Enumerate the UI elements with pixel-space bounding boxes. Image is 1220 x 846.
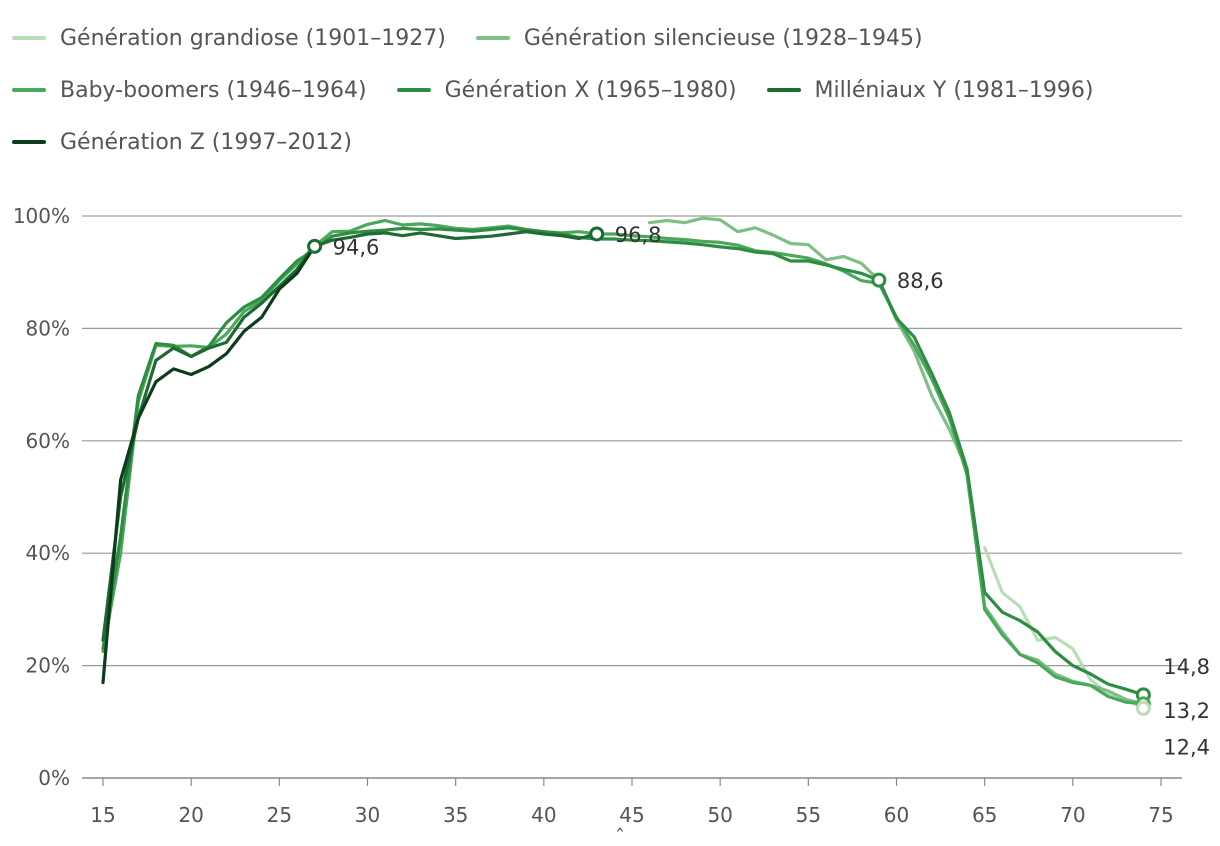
legend-item-baby-boomers: Baby-boomers (1946–1964) [12,78,367,103]
y-tick-label: 0% [38,766,70,790]
legend-label: Génération Z (1997–2012) [60,129,352,155]
legend-item-generation-silencieuse: Génération silencieuse (1928–1945) [475,25,923,51]
legend-swatch [12,140,46,144]
data-label: 94,6 [333,235,380,259]
data-point-marker [307,238,323,254]
data-label: 12,4 [1163,735,1210,759]
data-point-marker [589,226,605,242]
data-label: 88,6 [897,269,944,293]
legend-swatch [766,88,801,92]
legend-swatch [12,36,46,40]
legend-label: Génération X (1965–1980) [444,77,737,103]
y-tick-label: 40% [26,541,70,565]
chart-legend: Génération grandiose (1901–1927) Générat… [12,12,1212,168]
x-tick-label: 55 [796,803,821,827]
series-line-4 [101,230,599,642]
y-tick-label: 100% [13,204,70,228]
legend-swatch [12,88,46,92]
y-tick-label: 20% [26,654,70,678]
legend-item-generation-grandiose: Génération grandiose (1901–1927) [12,26,446,51]
data-point-marker [871,272,887,288]
x-tick-label: 15 [90,803,115,827]
series-line-2 [101,218,1145,706]
legend-row-1: Génération grandiose (1901–1927) Générat… [12,12,1212,64]
legend-label: Milléniaux Y (1981–1996) [814,77,1094,103]
legend-label: Baby-boomers (1946–1964) [60,77,367,103]
x-tick-label: 60 [884,803,909,827]
series-line-5 [101,244,317,685]
x-tick-label: 25 [267,803,292,827]
data-label: 13,2 [1163,699,1210,723]
legend-item-milleniaux-y: Milléniaux Y (1981–1996) [766,77,1094,103]
x-tick-label: 40 [531,803,556,827]
legend-item-generation-x: Génération X (1965–1980) [396,77,737,103]
legend-swatch [396,88,431,92]
legend-swatch [475,36,510,40]
data-label: 14,8 [1163,655,1210,679]
series-line-3 [101,226,1145,697]
axis-caret-mark: ˆ [615,825,625,846]
data-point-marker [1135,700,1151,716]
x-tick-label: 50 [707,803,732,827]
series-line-0 [983,546,1145,710]
legend-item-generation-z: Génération Z (1997–2012) [12,130,352,155]
x-tick-label: 20 [178,803,203,827]
legend-label: Génération silencieuse (1928–1945) [523,25,923,51]
x-tick-label: 30 [355,803,380,827]
legend-label: Génération grandiose (1901–1927) [60,25,446,51]
legend-row-3: Génération Z (1997–2012) [12,116,1212,168]
x-tick-label: 70 [1060,803,1085,827]
x-tick-label: 35 [443,803,468,827]
x-tick-label: 65 [972,803,997,827]
legend-row-2: Baby-boomers (1946–1964) Génération X (1… [12,64,1212,116]
y-tick-label: 80% [26,316,70,340]
x-tick-label: 45 [619,803,644,827]
x-tick-label: 75 [1148,803,1173,827]
data-label: 96,8 [615,223,662,247]
y-tick-label: 60% [26,429,70,453]
